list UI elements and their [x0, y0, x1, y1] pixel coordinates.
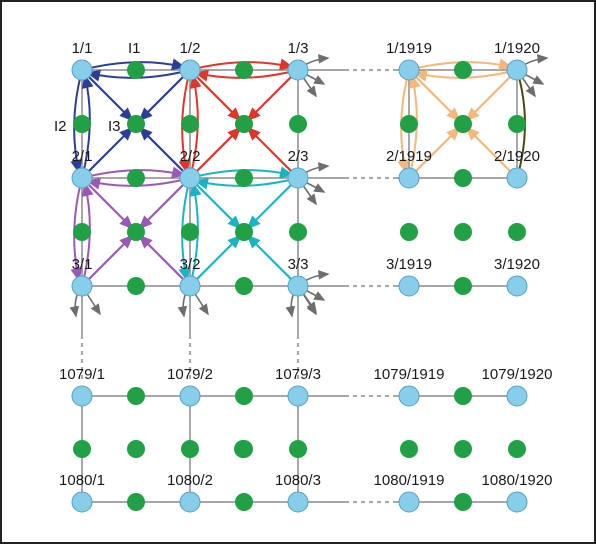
edge-nodes — [73, 61, 526, 511]
pixel-node-1080-3 — [287, 491, 309, 513]
edge-label-i1: I1 — [128, 40, 141, 57]
node-label-1080-3: 1080/3 — [275, 472, 321, 489]
edge-node-h-1079-12 — [127, 387, 145, 405]
edge-node-h-1-23 — [235, 61, 253, 79]
node-label-3-2: 3/2 — [180, 256, 201, 273]
pixel-node-2-2 — [179, 167, 201, 189]
pixel-node-2-3 — [287, 167, 309, 189]
pixel-node-3-1920 — [506, 275, 528, 297]
node-label-1079-1919: 1079/1919 — [374, 366, 445, 383]
node-label-1-2: 1/2 — [180, 40, 201, 57]
outgoing-gray-arrows — [69, 54, 549, 318]
node-label-1-1919: 1/1919 — [386, 40, 432, 57]
pixel-node-1080-2 — [179, 491, 201, 513]
edge-node-h-2-1919 — [454, 169, 472, 187]
pixel-node-3-3 — [287, 275, 309, 297]
edge-node-h-3-23 — [235, 277, 253, 295]
edge-node-v-1079-1080-3 — [289, 440, 307, 458]
edge-node-h-1079-23 — [235, 387, 253, 405]
pixel-node-3-1 — [71, 275, 93, 297]
node-labels: 1/1 1/2 1/3 1/1919 1/1920 2/1 2/2 2/3 2/1919 2/19… — [59, 40, 552, 489]
edge-node-v-2-3-3 — [289, 223, 307, 241]
edge-node-v-2-3-1 — [73, 223, 91, 241]
node-label-1080-2: 1080/2 — [167, 472, 213, 489]
pixel-node-1079-1920 — [506, 385, 528, 407]
node-label-3-1: 3/1 — [72, 256, 93, 273]
edge-node-h-1-12 — [127, 61, 145, 79]
node-label-2-3: 2/3 — [288, 148, 309, 165]
edge-node-v-1079-1080-2 — [181, 440, 199, 458]
edge-node-diag-1-2-23 — [235, 115, 253, 133]
node-label-1079-1: 1079/1 — [59, 366, 105, 383]
pixel-node-2-1 — [71, 167, 93, 189]
edge-node-v-1079-1080-1920 — [508, 440, 526, 458]
edge-node-v-1-2-1 — [73, 115, 91, 133]
pixel-node-1080-1919 — [398, 491, 420, 513]
edge-node-h-2-23 — [235, 169, 253, 187]
edge-label-i2: I2 — [54, 118, 67, 135]
edge-node-h-2-12 — [127, 169, 145, 187]
edge-node-diag-2-3-1919 — [454, 223, 472, 241]
node-label-1080-1: 1080/1 — [59, 472, 105, 489]
edge-node-diag-2-3-23 — [235, 223, 253, 241]
node-label-2-2: 2/2 — [180, 148, 201, 165]
pixel-nodes — [71, 59, 528, 513]
edge-node-v-2-3-2 — [181, 223, 199, 241]
node-label-1079-1920: 1079/1920 — [482, 366, 553, 383]
edge-node-h-1080-12 — [127, 493, 145, 511]
edge-node-v-2-3-1920 — [508, 223, 526, 241]
node-label-1079-3: 1079/3 — [275, 366, 321, 383]
edge-node-h-1-1919 — [454, 61, 472, 79]
edge-node-v-2-3-1919 — [400, 223, 418, 241]
pixel-node-1079-2 — [179, 385, 201, 407]
pixel-node-1-1919 — [398, 59, 420, 81]
edge-node-h-1079-1919 — [454, 387, 472, 405]
pixel-node-1080-1 — [71, 491, 93, 513]
edge-label-i3: I3 — [108, 118, 121, 135]
node-label-2-1: 2/1 — [72, 148, 93, 165]
edge-node-diag-1-2-1919 — [454, 115, 472, 133]
pixel-node-1-2 — [179, 59, 201, 81]
edge-node-diag-2-3-12 — [127, 223, 145, 241]
pixel-node-1080-1920 — [506, 491, 528, 513]
edge-node-extra-1079 — [234, 440, 252, 458]
edge-node-v-1-2-3 — [289, 115, 307, 133]
pixel-node-1-3 — [287, 59, 309, 81]
edge-node-diag-1079-1080-12 — [127, 440, 145, 458]
pixel-node-1-1 — [71, 59, 93, 81]
edge-node-h-3-12 — [127, 277, 145, 295]
node-label-2-1920: 2/1920 — [494, 148, 540, 165]
edge-node-v-1-2-2 — [181, 115, 199, 133]
edge-node-v-1079-1080-1919 — [400, 440, 418, 458]
pixel-node-1079-1919 — [398, 385, 420, 407]
edge-node-h-1080-23 — [235, 493, 253, 511]
edge-node-diag-1-2-12 — [127, 115, 145, 133]
pixel-node-3-2 — [179, 275, 201, 297]
pixel-node-3-1919 — [398, 275, 420, 297]
node-label-1079-2: 1079/2 — [167, 366, 213, 383]
pixel-node-1079-3 — [287, 385, 309, 407]
pixel-node-2-1920 — [506, 167, 528, 189]
edge-node-v-1079-1080-1 — [73, 440, 91, 458]
pixel-node-1079-1 — [71, 385, 93, 407]
edge-node-h-1080-1919 — [454, 493, 472, 511]
edge-node-h-3-1919 — [454, 277, 472, 295]
edge-node-v-1-2-1919 — [400, 115, 418, 133]
node-label-2-1919: 2/1919 — [386, 148, 432, 165]
node-label-1-1920: 1/1920 — [494, 40, 540, 57]
node-label-1-3: 1/3 — [288, 40, 309, 57]
node-label-3-3: 3/3 — [288, 256, 309, 273]
edge-node-diag-1079-1080-1919 — [454, 440, 472, 458]
node-label-1-1: 1/1 — [72, 40, 93, 57]
pixel-node-2-1919 — [398, 167, 420, 189]
node-label-3-1919: 3/1919 — [386, 256, 432, 273]
edge-node-v-1-2-1920 — [508, 115, 526, 133]
node-label-3-1920: 3/1920 — [494, 256, 540, 273]
node-label-1080-1919: 1080/1919 — [374, 472, 445, 489]
pixel-node-1-1920 — [506, 59, 528, 81]
node-label-1080-1920: 1080/1920 — [482, 472, 553, 489]
